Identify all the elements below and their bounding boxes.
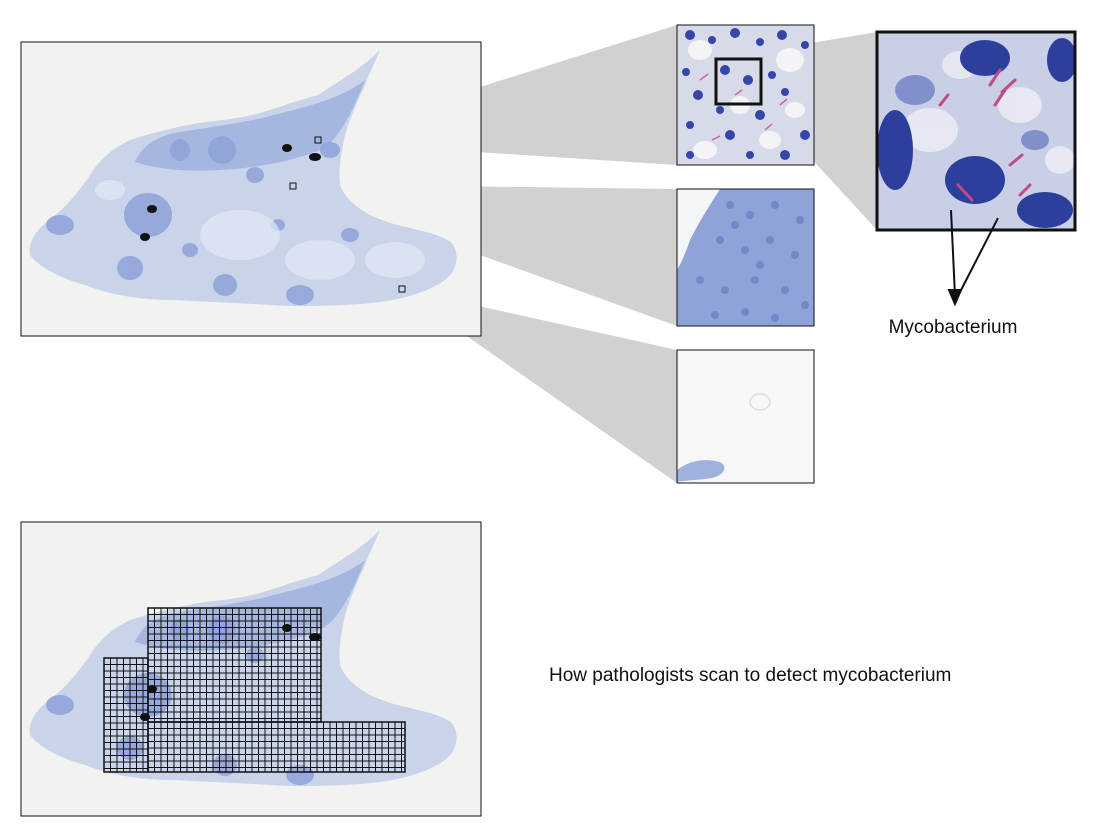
mycobacterium-arrows: [947, 209, 999, 307]
ink-marks: [140, 144, 321, 241]
zoom-view-2: [677, 189, 814, 326]
nodules: [46, 136, 359, 305]
detail-view-frame: [875, 30, 1077, 232]
zoom-cone-3: [402, 289, 677, 483]
mycobacterium-label: Mycobacterium: [889, 317, 1018, 338]
scanning-grid: [103, 607, 406, 773]
caption: How pathologists scan to detect mycobact…: [549, 665, 951, 686]
detail-view: [877, 32, 1075, 230]
grid-block: [147, 721, 406, 773]
zoom-view-3-frame: [676, 349, 815, 484]
region-box-2: [289, 182, 297, 190]
scan-slide: [21, 522, 481, 816]
region-box-1: [314, 136, 322, 144]
region-box-3: [398, 285, 406, 293]
overview-slide-frame: [20, 41, 482, 337]
scan-slide-frame: [20, 521, 482, 817]
dense-tissue-region: [135, 80, 365, 171]
overview-slide: [21, 42, 481, 336]
zoom-view-2-frame: [676, 188, 815, 327]
zoom-view-1-frame: [676, 24, 815, 166]
grid-block: [103, 657, 149, 773]
zoom-view-1: [677, 25, 814, 165]
detail-region-box: [714, 57, 763, 106]
zoom-view-3: [677, 350, 814, 483]
